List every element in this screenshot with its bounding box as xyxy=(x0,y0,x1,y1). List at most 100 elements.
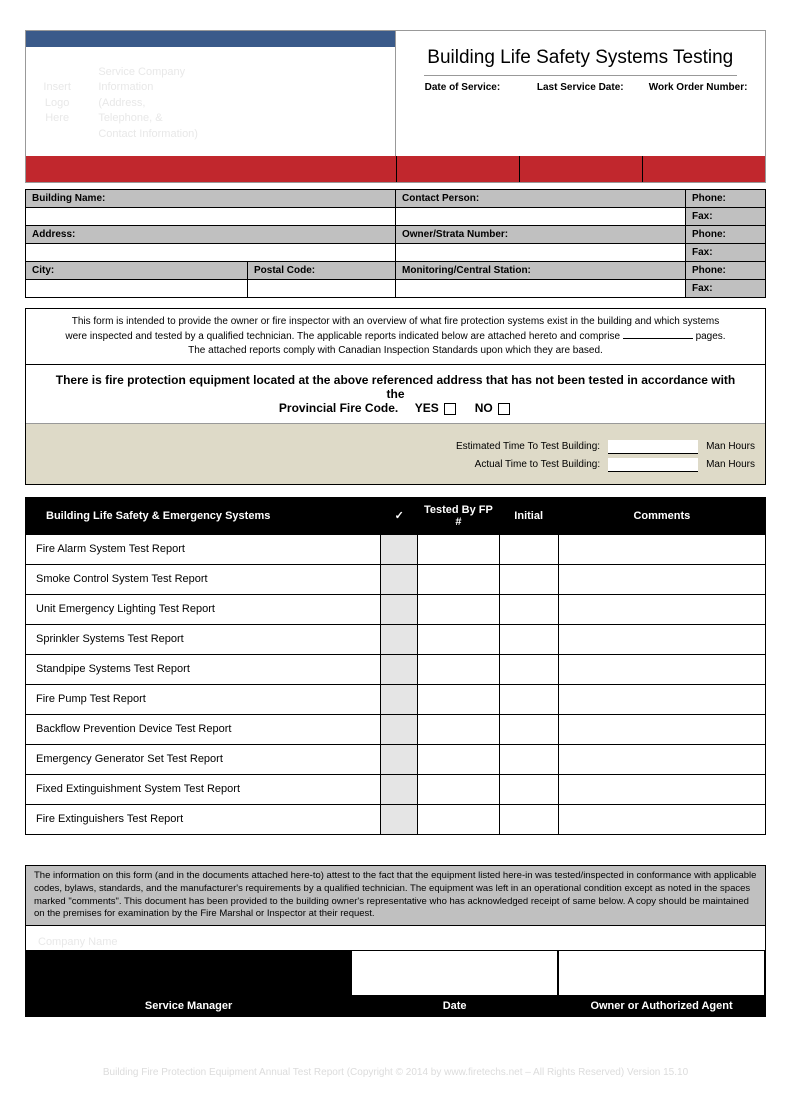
estimated-time-field[interactable] xyxy=(608,440,698,454)
intro-text: This form is intended to provide the own… xyxy=(26,309,765,365)
sig-black-left xyxy=(26,950,351,996)
tested-by-field[interactable] xyxy=(418,534,499,564)
manhours-label-2: Man Hours xyxy=(706,459,755,470)
owner-signature-field[interactable] xyxy=(558,950,765,996)
address-field[interactable] xyxy=(26,243,396,261)
intro-box: This form is intended to provide the own… xyxy=(25,308,766,485)
system-name: Fire Alarm System Test Report xyxy=(26,534,381,564)
system-check-field[interactable] xyxy=(381,684,418,714)
title-area: Building Life Safety Systems Testing Dat… xyxy=(396,31,766,156)
system-check-field[interactable] xyxy=(381,594,418,624)
comments-field[interactable] xyxy=(558,534,765,564)
pages-blank[interactable] xyxy=(623,329,693,339)
date-label: Date xyxy=(351,996,558,1016)
manhours-label-1: Man Hours xyxy=(706,441,755,452)
logo-placeholder: Insert Logo Here xyxy=(36,80,78,126)
initial-field[interactable] xyxy=(499,744,558,774)
system-check-field[interactable] xyxy=(381,624,418,654)
tested-by-field[interactable] xyxy=(418,684,499,714)
comments-field[interactable] xyxy=(558,564,765,594)
comments-field[interactable] xyxy=(558,804,765,834)
col-comments: Comments xyxy=(558,497,765,534)
company-info-placeholder: Service Company Information (Address, Te… xyxy=(98,65,200,142)
tested-by-field[interactable] xyxy=(418,654,499,684)
actual-time-field[interactable] xyxy=(608,458,698,472)
initial-field[interactable] xyxy=(499,654,558,684)
owner-strata-label: Owner/Strata Number: xyxy=(396,225,686,243)
initial-field[interactable] xyxy=(499,534,558,564)
system-check-field[interactable] xyxy=(381,654,418,684)
comments-field[interactable] xyxy=(558,594,765,624)
table-row: Fire Pump Test Report xyxy=(26,684,766,714)
service-manager-label: Service Manager xyxy=(26,996,351,1016)
postal-field[interactable] xyxy=(248,279,396,297)
table-row: Standpipe Systems Test Report xyxy=(26,654,766,684)
blue-bar xyxy=(26,31,395,47)
building-name-field[interactable] xyxy=(26,207,396,225)
col-initial: Initial xyxy=(499,497,558,534)
system-check-field[interactable] xyxy=(381,774,418,804)
monitoring-field[interactable] xyxy=(396,279,686,297)
table-row: Emergency Generator Set Test Report xyxy=(26,744,766,774)
comments-field[interactable] xyxy=(558,744,765,774)
initial-field[interactable] xyxy=(499,774,558,804)
city-field[interactable] xyxy=(26,279,248,297)
no-checkbox[interactable] xyxy=(498,403,510,415)
fax-label-1: Fax: xyxy=(686,207,766,225)
systems-table: Building Life Safety & Emergency Systems… xyxy=(25,497,766,835)
postal-label: Postal Code: xyxy=(248,261,396,279)
tested-by-field[interactable] xyxy=(418,594,499,624)
system-name: Fire Pump Test Report xyxy=(26,684,381,714)
phone-label-3: Phone: xyxy=(686,261,766,279)
initial-field[interactable] xyxy=(499,714,558,744)
time-area: Estimated Time To Test Building: Man Hou… xyxy=(26,424,765,484)
table-row: Sprinkler Systems Test Report xyxy=(26,624,766,654)
comments-field[interactable] xyxy=(558,684,765,714)
comments-field[interactable] xyxy=(558,774,765,804)
system-name: Standpipe Systems Test Report xyxy=(26,654,381,684)
tested-by-field[interactable] xyxy=(418,624,499,654)
system-check-field[interactable] xyxy=(381,744,418,774)
system-name: Sprinkler Systems Test Report xyxy=(26,624,381,654)
system-check-field[interactable] xyxy=(381,714,418,744)
company-name-ghost: Company Name xyxy=(26,926,765,950)
owner-strata-field[interactable] xyxy=(396,243,686,261)
logo-company-area: Insert Logo Here Service Company Informa… xyxy=(26,47,210,156)
building-name-label: Building Name: xyxy=(26,189,396,207)
yes-checkbox[interactable] xyxy=(444,403,456,415)
monitoring-label: Monitoring/Central Station: xyxy=(396,261,686,279)
tested-by-field[interactable] xyxy=(418,744,499,774)
col-check: ✓ xyxy=(381,497,418,534)
tested-by-field[interactable] xyxy=(418,804,499,834)
initial-field[interactable] xyxy=(499,594,558,624)
initial-field[interactable] xyxy=(499,564,558,594)
system-check-field[interactable] xyxy=(381,534,418,564)
phone-label-1: Phone: xyxy=(686,189,766,207)
system-check-field[interactable] xyxy=(381,804,418,834)
col-name: Building Life Safety & Emergency Systems xyxy=(26,497,381,534)
table-row: Fire Extinguishers Test Report xyxy=(26,804,766,834)
tested-by-field[interactable] xyxy=(418,564,499,594)
comments-field[interactable] xyxy=(558,624,765,654)
col-tested: Tested By FP # xyxy=(418,497,499,534)
fax-label-3: Fax: xyxy=(686,279,766,297)
last-service-label: Last Service Date: xyxy=(521,80,639,95)
initial-field[interactable] xyxy=(499,684,558,714)
initial-field[interactable] xyxy=(499,624,558,654)
initial-field[interactable] xyxy=(499,804,558,834)
info-grid: Building Name: Contact Person: Phone: Fa… xyxy=(25,189,766,298)
system-check-field[interactable] xyxy=(381,564,418,594)
system-name: Unit Emergency Lighting Test Report xyxy=(26,594,381,624)
comments-field[interactable] xyxy=(558,714,765,744)
system-name: Backflow Prevention Device Test Report xyxy=(26,714,381,744)
contact-person-field[interactable] xyxy=(396,207,686,225)
actual-time-label: Actual Time to Test Building: xyxy=(475,459,600,470)
date-signature-field[interactable] xyxy=(351,950,558,996)
comments-field[interactable] xyxy=(558,654,765,684)
tested-by-field[interactable] xyxy=(418,774,499,804)
red-bar xyxy=(26,156,765,182)
city-label: City: xyxy=(26,261,248,279)
tested-by-field[interactable] xyxy=(418,714,499,744)
header-block: Insert Logo Here Service Company Informa… xyxy=(25,30,766,183)
estimated-time-label: Estimated Time To Test Building: xyxy=(456,441,600,452)
